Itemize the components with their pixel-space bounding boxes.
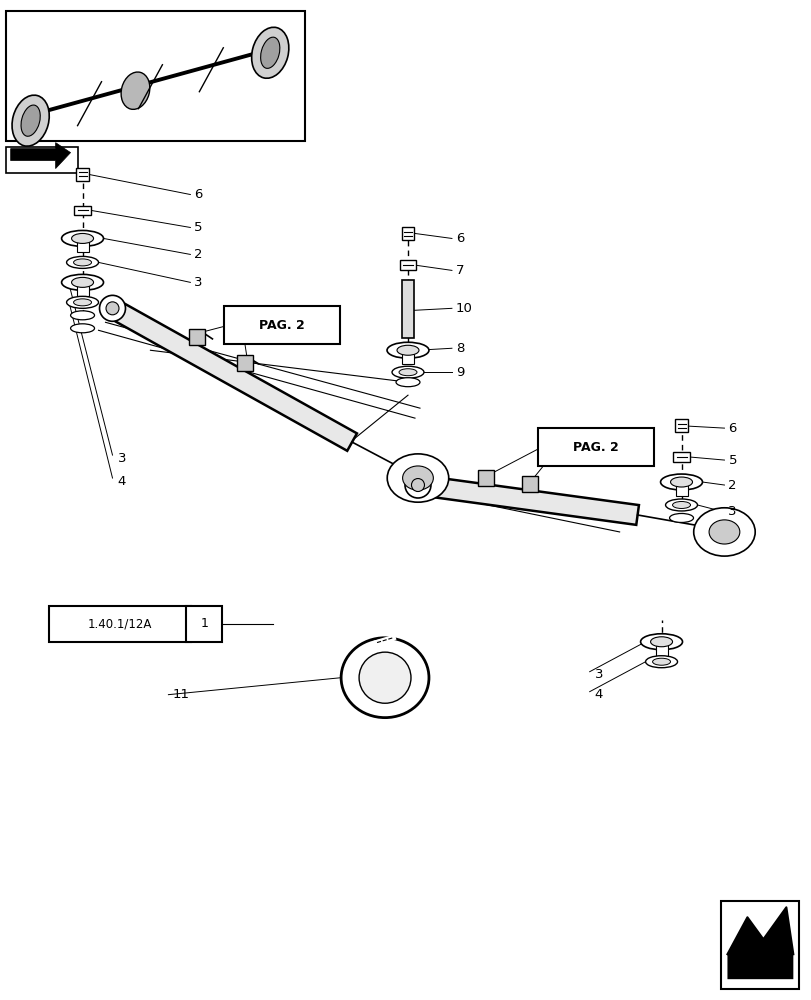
Ellipse shape	[396, 378, 419, 387]
Bar	[672, 452, 689, 462]
Text: 11: 11	[172, 688, 189, 701]
Ellipse shape	[652, 658, 670, 665]
Text: 5: 5	[194, 221, 203, 234]
Polygon shape	[108, 300, 357, 451]
Bar	[674, 419, 687, 432]
Text: PAG. 2: PAG. 2	[259, 319, 305, 332]
Text: 2: 2	[727, 479, 736, 492]
Text: 1: 1	[200, 617, 208, 630]
FancyBboxPatch shape	[187, 606, 222, 642]
Ellipse shape	[708, 520, 739, 544]
FancyBboxPatch shape	[49, 606, 191, 642]
Text: 3: 3	[594, 668, 603, 681]
Text: 6: 6	[727, 422, 736, 435]
Text: 3: 3	[118, 452, 126, 465]
Bar	[401, 280, 414, 338]
Ellipse shape	[62, 274, 103, 290]
Ellipse shape	[62, 230, 103, 246]
Ellipse shape	[358, 652, 410, 703]
Ellipse shape	[71, 324, 94, 333]
Bar	[76, 282, 88, 296]
Bar	[6, 147, 78, 173]
Text: 1.40.1/12A: 1.40.1/12A	[88, 617, 152, 630]
Ellipse shape	[12, 95, 49, 146]
Polygon shape	[727, 907, 792, 979]
Ellipse shape	[397, 345, 418, 355]
Ellipse shape	[71, 277, 93, 287]
FancyBboxPatch shape	[537, 428, 653, 466]
Text: PAG. 2: PAG. 2	[572, 441, 618, 454]
Bar	[654, 642, 667, 656]
Ellipse shape	[398, 369, 417, 376]
Bar	[675, 482, 687, 496]
Text: 5: 5	[727, 454, 736, 467]
FancyBboxPatch shape	[521, 476, 538, 492]
Ellipse shape	[100, 295, 126, 321]
Ellipse shape	[74, 299, 92, 306]
Text: 3: 3	[194, 276, 203, 289]
Polygon shape	[416, 475, 638, 525]
Ellipse shape	[67, 296, 98, 308]
Text: 7: 7	[455, 264, 464, 277]
Text: 6: 6	[455, 232, 464, 245]
Ellipse shape	[71, 233, 93, 243]
Ellipse shape	[670, 477, 692, 487]
Ellipse shape	[693, 508, 754, 556]
Text: 6: 6	[194, 188, 203, 201]
Bar	[6, 11, 305, 141]
Text: 4: 4	[594, 688, 603, 701]
Bar	[74, 206, 91, 215]
Text: 3: 3	[727, 505, 736, 518]
Ellipse shape	[106, 302, 119, 315]
Bar	[401, 227, 414, 240]
Text: 2: 2	[194, 248, 203, 261]
Ellipse shape	[387, 342, 428, 358]
Polygon shape	[11, 143, 71, 169]
Ellipse shape	[392, 366, 423, 378]
Bar	[401, 350, 414, 364]
Ellipse shape	[672, 501, 689, 508]
Bar	[76, 238, 88, 252]
Ellipse shape	[402, 466, 433, 490]
Ellipse shape	[411, 479, 424, 492]
FancyBboxPatch shape	[478, 470, 493, 486]
Text: 4: 4	[118, 475, 126, 488]
Ellipse shape	[21, 105, 41, 136]
FancyBboxPatch shape	[237, 355, 253, 371]
Ellipse shape	[74, 259, 92, 266]
Text: 10: 10	[455, 302, 472, 315]
Ellipse shape	[251, 27, 289, 78]
Ellipse shape	[660, 474, 702, 490]
Ellipse shape	[640, 634, 682, 650]
Ellipse shape	[387, 454, 448, 502]
Ellipse shape	[405, 472, 431, 498]
Ellipse shape	[650, 637, 672, 647]
FancyBboxPatch shape	[189, 329, 205, 345]
Bar	[399, 260, 416, 270]
Ellipse shape	[645, 656, 676, 668]
Ellipse shape	[71, 311, 94, 320]
Bar	[76, 168, 89, 181]
Ellipse shape	[665, 499, 697, 511]
Ellipse shape	[260, 37, 280, 68]
Ellipse shape	[67, 256, 98, 268]
Ellipse shape	[121, 72, 150, 109]
Text: 9: 9	[455, 366, 464, 379]
Ellipse shape	[341, 638, 428, 718]
Ellipse shape	[669, 513, 693, 522]
Bar	[720, 901, 798, 989]
FancyBboxPatch shape	[224, 306, 340, 344]
Text: 8: 8	[455, 342, 464, 355]
